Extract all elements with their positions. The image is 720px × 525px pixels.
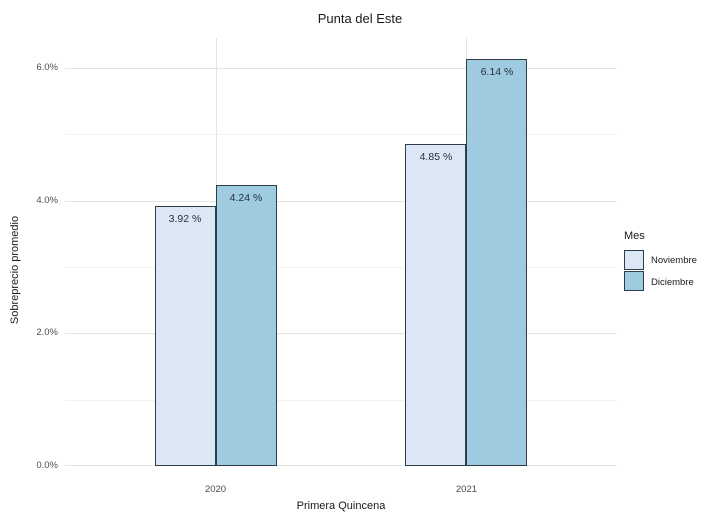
gridline-major <box>65 67 617 69</box>
bar-2020-diciembre: 4.24 % <box>215 184 277 466</box>
bar-value-label: 3.92 % <box>168 212 202 225</box>
gridline-minor <box>65 399 617 401</box>
legend-item-diciembre: Diciembre <box>624 271 697 293</box>
legend: Mes Noviembre Diciembre <box>624 230 697 293</box>
y-tick-label-2.0%: 2.0% <box>36 327 58 339</box>
bar-2021-noviembre: 4.85 % <box>405 144 467 466</box>
chart-title: Punta del Este <box>317 11 403 26</box>
bar-value-label: 6.14 % <box>480 65 514 78</box>
plot-panel: 3.92 % 4.24 % 4.85 % 6.14 % <box>65 38 617 466</box>
gridline-major <box>65 200 617 202</box>
bar-2020-noviembre: 3.92 % <box>154 205 216 466</box>
legend-label-noviembre: Noviembre <box>651 254 697 266</box>
gridline-major <box>65 465 617 466</box>
x-axis-title: Primera Quincena <box>296 500 386 512</box>
bar-value-label: 4.85 % <box>419 151 453 164</box>
y-axis-title: Sobreprecio promedio <box>9 215 21 325</box>
bar-value-label: 4.24 % <box>229 191 263 204</box>
legend-label-diciembre: Diciembre <box>651 276 694 288</box>
y-tick-label-0.0%: 0.0% <box>36 460 58 471</box>
bar-2021-diciembre: 6.14 % <box>466 58 528 466</box>
x-tick-label-2021: 2021 <box>455 484 478 495</box>
gridline-major <box>65 333 617 335</box>
legend-item-noviembre: Noviembre <box>624 249 697 271</box>
y-tick-label-6.0%: 6.0% <box>36 61 58 73</box>
x-tick-label-2020: 2020 <box>204 484 227 495</box>
legend-swatch-noviembre <box>624 250 644 270</box>
legend-swatch-diciembre <box>624 271 644 292</box>
gridline-minor <box>65 134 617 136</box>
y-tick-label-4.0%: 4.0% <box>36 194 58 206</box>
legend-title: Mes <box>624 230 645 242</box>
legend-items: Noviembre Diciembre <box>624 249 697 293</box>
gridline-minor <box>65 266 617 268</box>
